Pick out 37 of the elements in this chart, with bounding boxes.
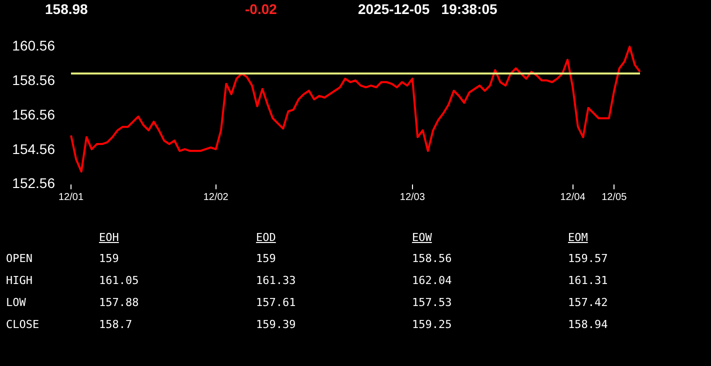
text: 157.61 <box>256 296 296 309</box>
text: 162.04 <box>412 274 452 287</box>
text: EOD <box>256 231 276 244</box>
text: HIGH <box>6 274 32 287</box>
text: 159.25 <box>412 318 452 331</box>
y-tick-label: 158.56 <box>12 72 56 88</box>
x-tick-label: 12/03 <box>400 192 426 204</box>
text: 159.57 <box>568 252 608 265</box>
text: 158.98 <box>45 1 88 17</box>
x-tick-label: 12/02 <box>203 192 229 204</box>
text: EOW <box>412 231 432 244</box>
y-tick-label: 152.56 <box>12 175 56 192</box>
text: LOW <box>6 296 26 309</box>
text: 159 <box>99 252 119 265</box>
y-tick-label: 154.56 <box>12 140 56 157</box>
text: 159.39 <box>256 318 296 331</box>
text: 157.42 <box>568 296 608 309</box>
text: 158.56 <box>412 252 452 265</box>
text: EOM <box>568 231 588 244</box>
text: 159 <box>256 252 276 265</box>
text: EOH <box>99 231 119 244</box>
text: 161.33 <box>256 274 296 287</box>
y-tick-label: 156.56 <box>12 106 56 122</box>
text: CLOSE <box>6 318 40 331</box>
text: 161.31 <box>568 274 608 287</box>
text: 161.05 <box>99 274 139 287</box>
text: OPEN <box>6 252 32 265</box>
x-tick-label: 12/01 <box>58 192 84 204</box>
text: 2025-12-05 19:38:05 <box>358 1 498 17</box>
x-tick-label: 12/05 <box>602 192 628 204</box>
text: 158.7 <box>99 318 132 331</box>
text: 158.94 <box>568 318 608 331</box>
x-tick-label: 12/04 <box>560 192 586 204</box>
text: 157.88 <box>99 296 139 309</box>
y-tick-label: 160.56 <box>12 38 56 54</box>
text: -0.02 <box>245 1 277 17</box>
text: 157.53 <box>412 296 452 309</box>
